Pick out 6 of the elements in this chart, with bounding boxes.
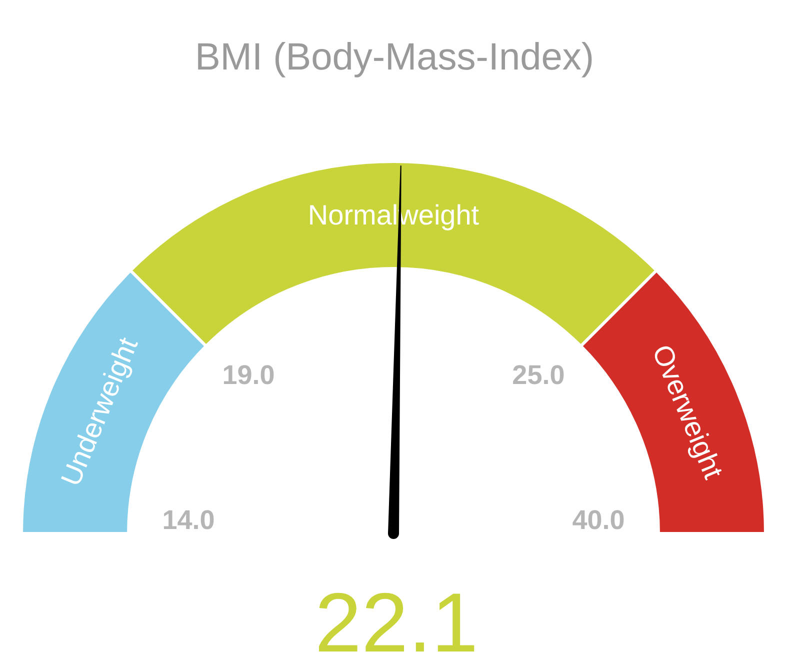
text: 22.1 — [314, 576, 478, 670]
text: 40.0 — [572, 505, 625, 535]
chart-title: BMI (Body-Mass-Index) — [194, 36, 594, 78]
text: 19.0 — [222, 360, 275, 390]
text: 25.0 — [512, 360, 565, 390]
text: 14.0 — [162, 505, 215, 535]
